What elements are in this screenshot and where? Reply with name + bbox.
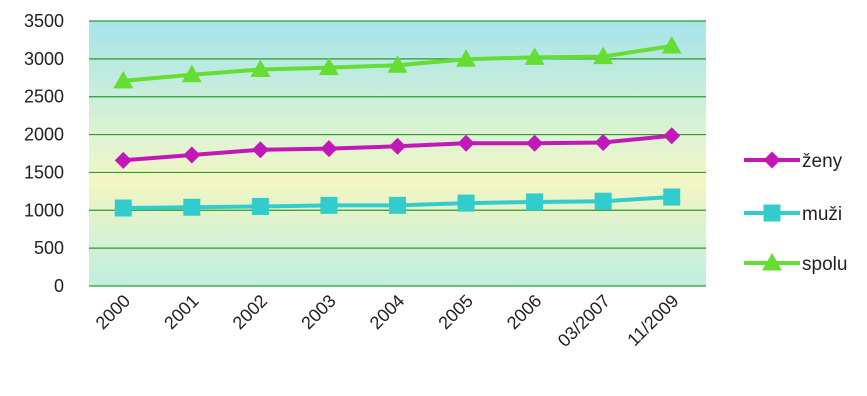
data-point (318, 57, 339, 76)
y-tick-label: 1000 (24, 200, 64, 220)
x-tick-label: 2004 (366, 291, 408, 333)
y-tick-label: 3000 (24, 49, 64, 69)
y-tick-label: 2000 (24, 125, 64, 145)
legend-label: muži (802, 204, 842, 225)
legend: ženy muži spolu (744, 151, 847, 275)
y-tick-label: 500 (34, 238, 64, 258)
data-point (763, 204, 781, 222)
data-point (524, 47, 545, 65)
data-point (661, 35, 682, 54)
x-tick-label: 2006 (503, 291, 545, 333)
data-point (114, 199, 132, 217)
series-1 (114, 188, 681, 217)
legend-label: spolu (802, 254, 847, 275)
data-point (183, 146, 201, 164)
x-tick-label: 11/2009 (623, 291, 682, 350)
data-point (251, 198, 269, 215)
data-point (114, 151, 132, 169)
data-point (389, 137, 406, 155)
y-tick-label: 1500 (24, 162, 64, 182)
data-point (762, 253, 782, 271)
legend-entry: ženy (744, 151, 843, 172)
data-point (183, 198, 201, 216)
data-point (763, 151, 781, 169)
data-point (594, 134, 612, 152)
data-point (251, 141, 269, 159)
legend-entry: spolu (744, 253, 847, 275)
y-tick-label: 0 (54, 276, 64, 296)
y-tick-label: 3500 (24, 11, 64, 31)
legend-label: ženy (802, 151, 843, 172)
y-tick-label: 2500 (24, 87, 64, 107)
data-point (387, 55, 408, 73)
data-point (250, 59, 271, 77)
data-point (593, 46, 614, 65)
data-point (181, 64, 202, 83)
x-axis-ticks: 2000 2001 2002 2003 2004 2005 2006 03/2007 11/20… (92, 291, 683, 351)
data-point (320, 196, 338, 214)
series-2 (113, 35, 682, 89)
data-point (456, 49, 477, 67)
data-point (526, 134, 544, 152)
data-point (320, 140, 338, 158)
data-point (457, 194, 475, 212)
x-tick-label: 03/2007 (554, 291, 614, 351)
data-point (457, 134, 475, 152)
data-point (663, 188, 681, 206)
x-tick-label: 2003 (297, 291, 339, 333)
series-0 (114, 127, 681, 169)
data-point (113, 70, 134, 89)
data-point (663, 127, 681, 145)
legend-entry: muži (744, 204, 842, 225)
x-tick-label: 2000 (92, 291, 134, 333)
data-point (594, 192, 612, 210)
x-tick-label: 2002 (229, 291, 271, 333)
data-point (526, 193, 544, 211)
data-point (389, 196, 406, 214)
x-tick-label: 2001 (160, 291, 202, 333)
y-axis-ticks: 0 500 1000 1500 2000 2500 3000 3500 (24, 11, 64, 296)
series-group (113, 35, 682, 217)
x-tick-label: 2005 (434, 291, 476, 333)
